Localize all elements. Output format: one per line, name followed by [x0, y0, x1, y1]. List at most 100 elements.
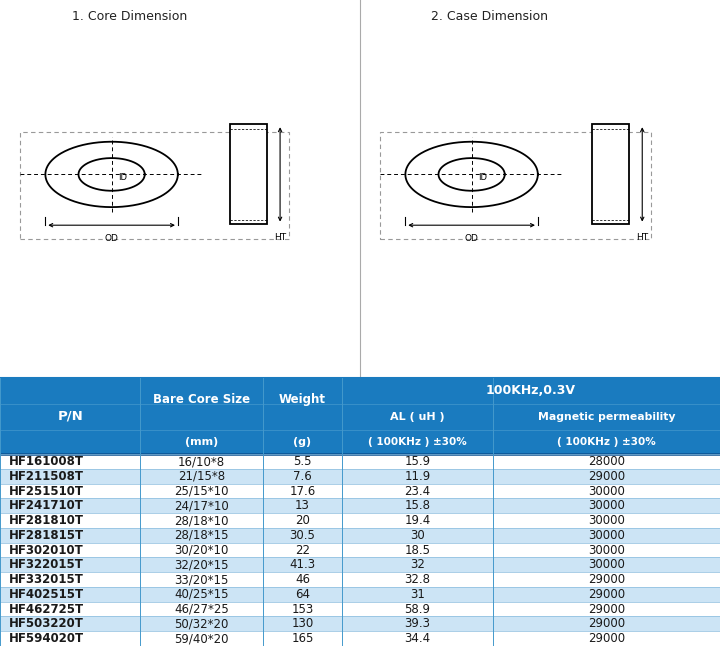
Text: 30000: 30000 [588, 529, 625, 542]
Text: 18.5: 18.5 [405, 543, 431, 557]
Text: ID: ID [119, 173, 127, 182]
Text: 50/32*20: 50/32*20 [174, 618, 229, 630]
Bar [0, 616, 720, 631]
Text: ID: ID [479, 173, 487, 182]
Text: 29000: 29000 [588, 618, 625, 630]
Text: HF281815T: HF281815T [9, 529, 84, 542]
Bar [0, 454, 720, 469]
Text: 32.8: 32.8 [405, 573, 431, 586]
Text: ( 100KHz ) ±30%: ( 100KHz ) ±30% [557, 437, 656, 447]
Text: Bare Core Size: Bare Core Size [153, 393, 250, 406]
Text: 46/27*25: 46/27*25 [174, 603, 229, 616]
Text: HF503220T: HF503220T [9, 618, 84, 630]
Text: HF462725T: HF462725T [9, 603, 84, 616]
Bar [0, 528, 720, 543]
Text: 32/20*15: 32/20*15 [174, 558, 229, 571]
Text: HF322015T: HF322015T [9, 558, 84, 571]
Bar [0, 430, 720, 454]
Text: 1. Core Dimension: 1. Core Dimension [72, 10, 187, 23]
Text: HF302010T: HF302010T [9, 543, 84, 557]
Text: 33/20*15: 33/20*15 [174, 573, 229, 586]
Text: 153: 153 [292, 603, 313, 616]
Text: 40/25*15: 40/25*15 [174, 588, 229, 601]
Bar [0, 601, 720, 616]
Text: 15.8: 15.8 [405, 499, 431, 512]
Bar [0, 587, 720, 601]
Text: HT: HT [274, 233, 286, 242]
Text: 20: 20 [295, 514, 310, 527]
Bar [0, 513, 720, 528]
Text: 30.5: 30.5 [289, 529, 315, 542]
Bar [0, 557, 720, 572]
Text: 29000: 29000 [588, 573, 625, 586]
Text: HF251510T: HF251510T [9, 484, 84, 497]
Text: 21/15*8: 21/15*8 [178, 470, 225, 483]
Bar [380, 132, 651, 240]
Bar [0, 484, 720, 499]
Bar [230, 124, 267, 225]
Text: 15.9: 15.9 [405, 455, 431, 468]
Bar [0, 469, 720, 484]
Text: HF402515T: HF402515T [9, 588, 84, 601]
Text: 30/20*10: 30/20*10 [174, 543, 229, 557]
Text: 58.9: 58.9 [405, 603, 431, 616]
Text: HF281810T: HF281810T [9, 514, 84, 527]
Text: 28000: 28000 [588, 455, 625, 468]
Text: HT: HT [636, 233, 648, 242]
Bar [592, 124, 629, 225]
Text: 29000: 29000 [588, 603, 625, 616]
Text: HF211508T: HF211508T [9, 470, 84, 483]
Text: 30000: 30000 [588, 484, 625, 497]
Text: 34.4: 34.4 [405, 632, 431, 645]
Text: 100KHz,0.3V: 100KHz,0.3V [486, 384, 576, 397]
Text: 22: 22 [295, 543, 310, 557]
Text: 29000: 29000 [588, 632, 625, 645]
Text: Weight: Weight [279, 393, 326, 406]
Bar [0, 378, 720, 404]
Text: OD: OD [464, 234, 479, 243]
Text: (g): (g) [293, 437, 312, 447]
Text: 41.3: 41.3 [289, 558, 315, 571]
Text: 7.6: 7.6 [293, 470, 312, 483]
Text: 30000: 30000 [588, 543, 625, 557]
Text: 16/10*8: 16/10*8 [178, 455, 225, 468]
Text: 11.9: 11.9 [405, 470, 431, 483]
Text: 64: 64 [295, 588, 310, 601]
Text: 30000: 30000 [588, 514, 625, 527]
Text: ( 100KHz ) ±30%: ( 100KHz ) ±30% [368, 437, 467, 447]
Bar [20, 132, 289, 240]
Text: 23.4: 23.4 [405, 484, 431, 497]
Bar [0, 404, 720, 430]
Text: 30000: 30000 [588, 558, 625, 571]
Text: Magnetic permeability: Magnetic permeability [538, 412, 675, 422]
Bar [0, 572, 720, 587]
Text: OD: OD [104, 234, 119, 243]
Text: 46: 46 [295, 573, 310, 586]
Text: (mm): (mm) [185, 437, 218, 447]
Text: 30: 30 [410, 529, 425, 542]
Text: 13: 13 [295, 499, 310, 512]
Text: 39.3: 39.3 [405, 618, 431, 630]
Text: 165: 165 [291, 632, 314, 645]
Text: 2. Case Dimension: 2. Case Dimension [431, 10, 548, 23]
Text: 130: 130 [292, 618, 313, 630]
Text: 30000: 30000 [588, 499, 625, 512]
Bar [0, 631, 720, 646]
Text: HF241710T: HF241710T [9, 499, 84, 512]
Text: 28/18*15: 28/18*15 [174, 529, 229, 542]
Text: AL ( uH ): AL ( uH ) [390, 412, 445, 422]
Text: 19.4: 19.4 [405, 514, 431, 527]
Text: HF332015T: HF332015T [9, 573, 84, 586]
Text: P/N: P/N [58, 410, 83, 422]
Text: 59/40*20: 59/40*20 [174, 632, 229, 645]
Text: 5.5: 5.5 [293, 455, 312, 468]
Text: 17.6: 17.6 [289, 484, 315, 497]
Bar [0, 543, 720, 557]
Text: 32: 32 [410, 558, 425, 571]
Text: 29000: 29000 [588, 470, 625, 483]
Bar [0, 499, 720, 513]
Text: HF594020T: HF594020T [9, 632, 84, 645]
Text: 31: 31 [410, 588, 425, 601]
Text: 25/15*10: 25/15*10 [174, 484, 229, 497]
Text: 24/17*10: 24/17*10 [174, 499, 229, 512]
